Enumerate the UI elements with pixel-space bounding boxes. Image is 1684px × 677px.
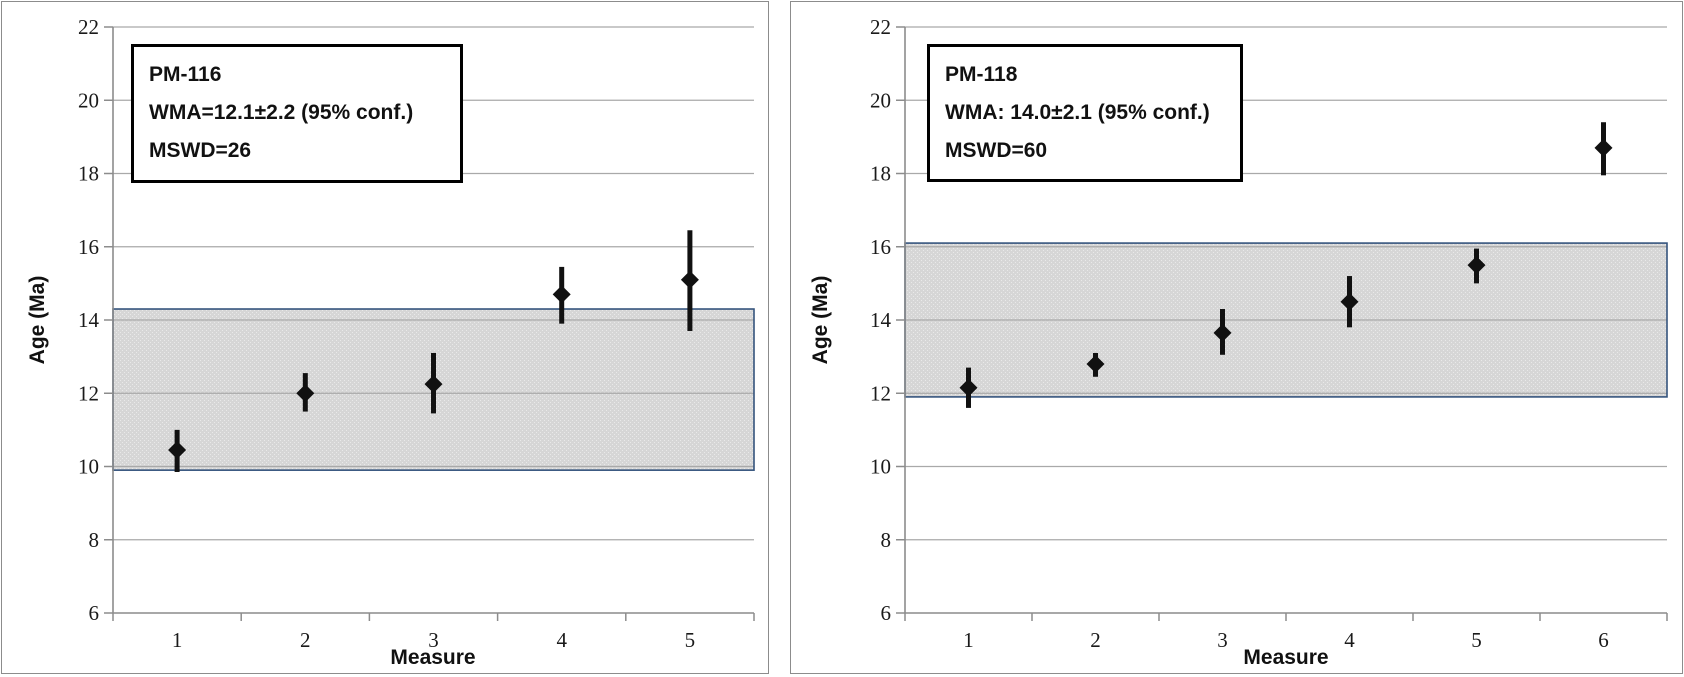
y-tick-label: 8 [89, 528, 100, 552]
x-tick-label: 3 [428, 628, 439, 652]
y-axis-title: Age (Ma) [26, 275, 49, 365]
data-point-diamond [680, 270, 699, 289]
data-point-diamond [1340, 292, 1359, 311]
y-tick-label: 22 [870, 15, 891, 39]
x-tick-label: 1 [963, 628, 974, 652]
data-point-diamond [1467, 256, 1486, 275]
y-tick-label: 10 [78, 455, 99, 479]
x-tick-label: 4 [1344, 628, 1355, 652]
chart-panel-pm116: 6 8 10 12 14 16 18 20 22 1 2 3 4 5 PM-116 WMA=12.1±2.… [1, 1, 769, 674]
data-point-diamond [296, 384, 315, 403]
annotation-box-pm116: PM-116 WMA=12.1±2.2 (95% conf.) MSWD=26 [131, 44, 463, 183]
x-tick-label: 5 [685, 628, 696, 652]
y-tick-label: 16 [870, 235, 891, 259]
y-tick-label: 14 [870, 308, 892, 332]
x-axis-title: Measure [390, 646, 476, 669]
y-tick-label: 6 [881, 601, 892, 625]
annotation-mswd: MSWD=60 [945, 139, 1048, 162]
y-tick-label: 14 [78, 308, 100, 332]
annotation-box-pm118: PM-118 WMA: 14.0±2.1 (95% conf.) MSWD=60 [927, 44, 1243, 182]
y-tick-label: 12 [78, 381, 99, 405]
y-tick-label: 20 [78, 88, 99, 112]
y-tick-label: 8 [881, 528, 892, 552]
y-axis-title: Age (Ma) [809, 275, 832, 365]
x-tick-label: 1 [172, 628, 183, 652]
annotation-wma: WMA=12.1±2.2 (95% conf.) [149, 101, 414, 124]
annotation-wma: WMA: 14.0±2.1 (95% conf.) [945, 101, 1210, 124]
x-axis-title: Measure [1243, 646, 1329, 669]
x-tick-label: 4 [556, 628, 567, 652]
data-point-diamond [168, 441, 187, 460]
x-tick-label: 5 [1471, 628, 1482, 652]
data-point-diamond [1594, 138, 1613, 157]
data-point-diamond [1086, 354, 1105, 373]
y-tick-label: 12 [870, 381, 891, 405]
y-tick-label: 10 [870, 455, 891, 479]
data-point-diamond [552, 285, 571, 304]
data-point-diamond [959, 378, 978, 397]
x-tick-label: 6 [1598, 628, 1609, 652]
x-tick-label: 2 [1090, 628, 1101, 652]
annotation-sample-id: PM-116 [149, 63, 222, 86]
chart-panel-pm118: 6 8 10 12 14 16 18 20 22 1 2 3 4 5 6 PM-118 WMA: 14.0±… [790, 1, 1683, 674]
y-tick-label: 16 [78, 235, 99, 259]
y-tick-label: 6 [89, 601, 100, 625]
y-tick-label: 18 [870, 162, 891, 186]
y-tick-label: 18 [78, 162, 99, 186]
data-point-diamond [424, 375, 443, 394]
x-tick-label: 3 [1217, 628, 1228, 652]
data-point-diamond [1213, 323, 1232, 342]
annotation-mswd: MSWD=26 [149, 139, 252, 162]
x-tick-label: 2 [300, 628, 311, 652]
y-tick-label: 20 [870, 88, 891, 112]
annotation-sample-id: PM-118 [945, 63, 1018, 86]
y-tick-label: 22 [78, 15, 99, 39]
